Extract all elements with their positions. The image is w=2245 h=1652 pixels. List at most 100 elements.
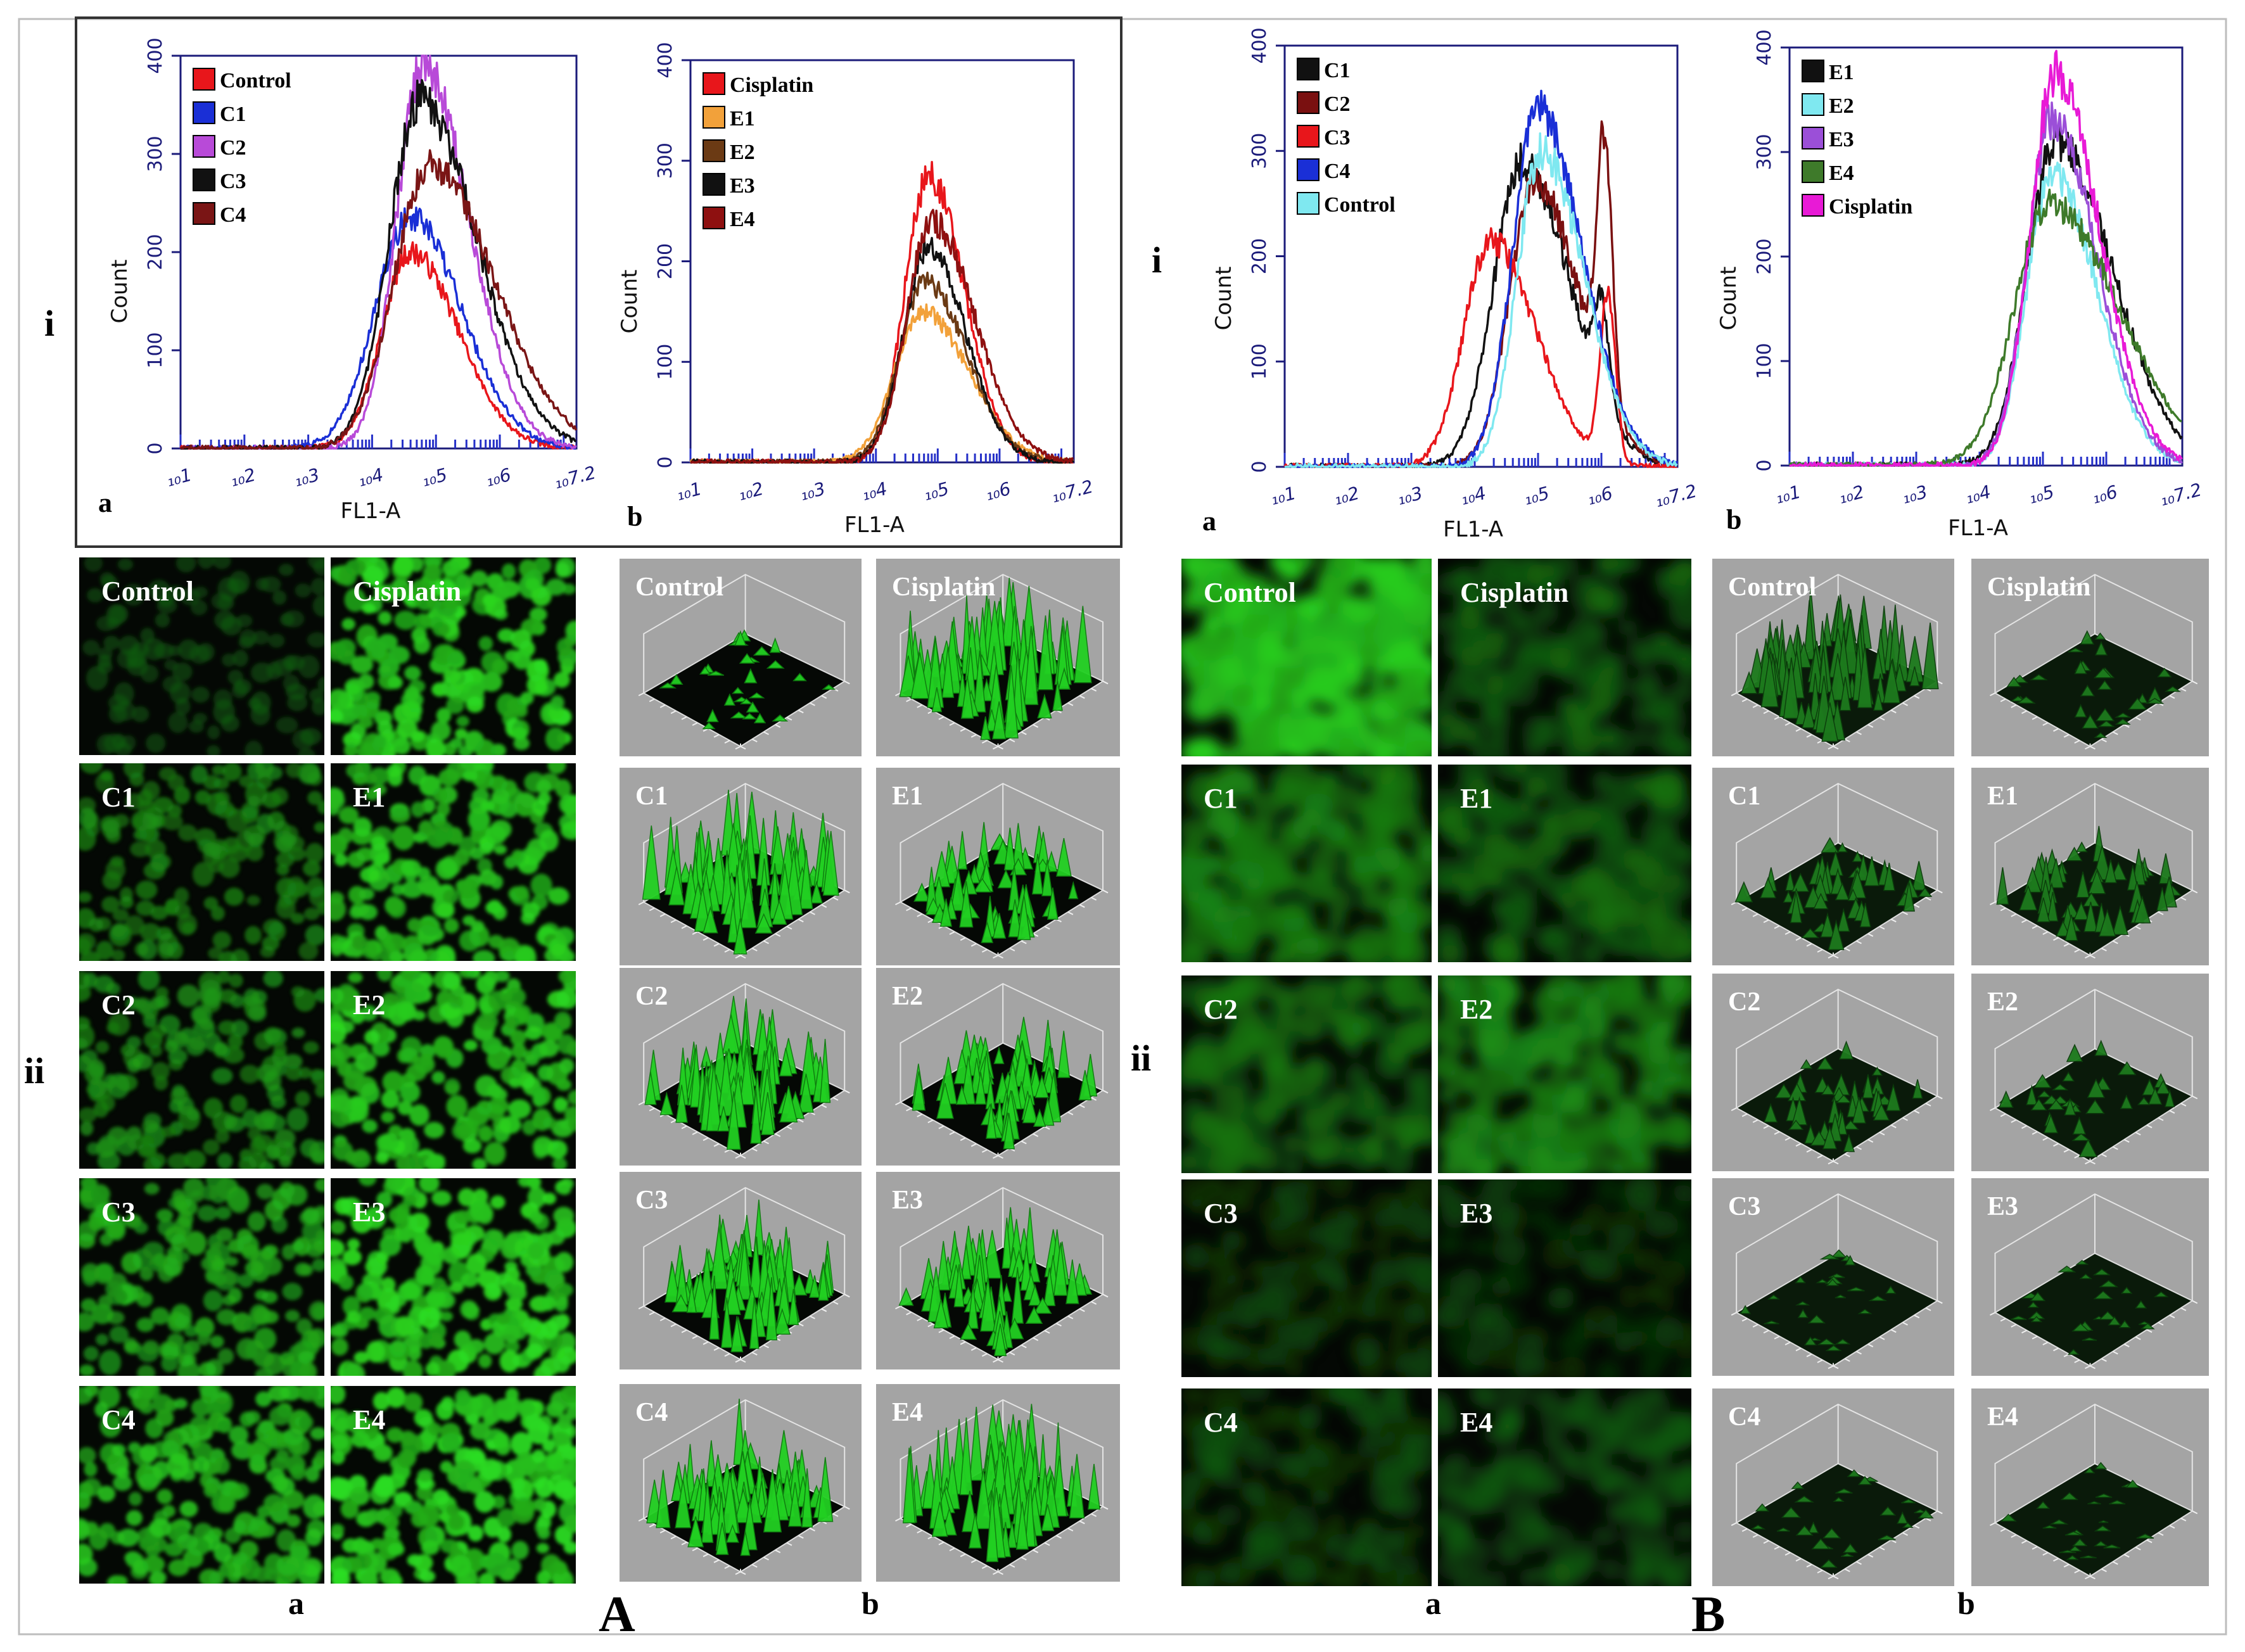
surface-spike [1810,1130,1828,1146]
cell [108,1224,124,1236]
cell [1247,722,1271,747]
cell [1606,1223,1640,1255]
cell [239,1411,255,1427]
cell [276,1449,289,1463]
cell [1621,1249,1644,1269]
cell [1438,732,1455,751]
cell-cluster [79,971,324,1169]
cell [1571,864,1606,902]
cell [511,727,528,740]
cell [255,577,269,591]
cell [1181,1492,1195,1515]
surface-tick [844,1090,850,1094]
cell [1596,729,1617,750]
surface-spike [1912,1079,1923,1099]
surface-spike [2029,674,2048,681]
cell [1561,907,1591,931]
surface-tick [2032,1131,2038,1135]
cell [376,1191,393,1208]
surface-spike [1031,853,1044,895]
cell [378,1314,401,1338]
cell [379,1568,400,1584]
cell [82,640,100,656]
cell [426,738,446,755]
surface-plot-B_b-control: Control [1712,559,1954,756]
cell [289,1539,309,1561]
cell [1181,1243,1207,1273]
surface-spike [1057,1031,1071,1078]
cell [167,645,182,656]
cell [1181,1057,1205,1085]
cell [1196,998,1224,1023]
surface-spike [1802,703,1816,728]
cell [212,1067,233,1084]
cell [379,1133,400,1152]
cell [345,683,361,695]
surface-spike [671,1475,684,1501]
cell [499,1350,519,1373]
cell [1463,684,1482,703]
cell [212,931,231,950]
surface-tick [2000,907,2006,912]
cell [89,1528,108,1551]
micrograph-label: Cisplatin [1460,577,1568,608]
surface-tick [927,1323,934,1328]
cell [400,1048,419,1064]
surface-spike [1921,622,1939,690]
cell [1208,1205,1228,1223]
cell [388,1207,409,1224]
cell [530,874,552,898]
surface-spike [1011,1267,1024,1324]
cell [547,887,569,905]
surface-spike [1837,907,1850,932]
legend-swatch [703,106,725,129]
cell [139,923,162,941]
cell [426,1288,446,1308]
cell [1382,1428,1413,1454]
cell [331,1021,347,1045]
y-tick-label: 400 [654,42,677,78]
surface-plot-A_b-e3: E3 [876,1172,1120,1369]
cell [312,595,324,617]
cell [1297,1008,1329,1041]
surface-tick [906,907,912,912]
cell [485,1552,508,1577]
micrograph-B_a-c4: C4 [1181,1388,1432,1586]
cell [259,1161,274,1169]
series-line-control [1285,132,1678,468]
cell [1389,1191,1423,1223]
surface-tick [810,702,815,706]
cell [386,1387,406,1408]
cell [370,842,390,866]
cell [358,904,378,920]
cell [239,629,257,647]
cell [566,1040,576,1058]
legend-swatch [1297,91,1320,114]
cell [258,1523,276,1538]
surface-spike [974,1468,993,1530]
surface-tick [906,1107,912,1112]
surface-spike [1022,1095,1038,1124]
cell [308,688,324,703]
cell [142,1555,165,1573]
cell [1238,1388,1271,1402]
surface-tick [1990,901,1995,906]
cell [492,658,509,675]
cell [1473,851,1501,880]
cell [243,824,266,846]
surface-tick [2021,919,2027,924]
cell [553,671,570,688]
surface-tick [1879,1131,1885,1136]
cell [1192,1524,1213,1546]
cell [1496,1543,1523,1566]
surface-label: Control [635,573,723,602]
surface-spike [703,905,718,934]
surface-spike [1872,649,1885,680]
cell [1441,1152,1473,1173]
surface-spike [2127,697,2147,710]
surface-tick [1914,695,1920,699]
surface-tick [2011,913,2017,917]
surface-spike [899,655,918,697]
cell [1306,1438,1342,1468]
surface-tick [1067,1111,1074,1115]
